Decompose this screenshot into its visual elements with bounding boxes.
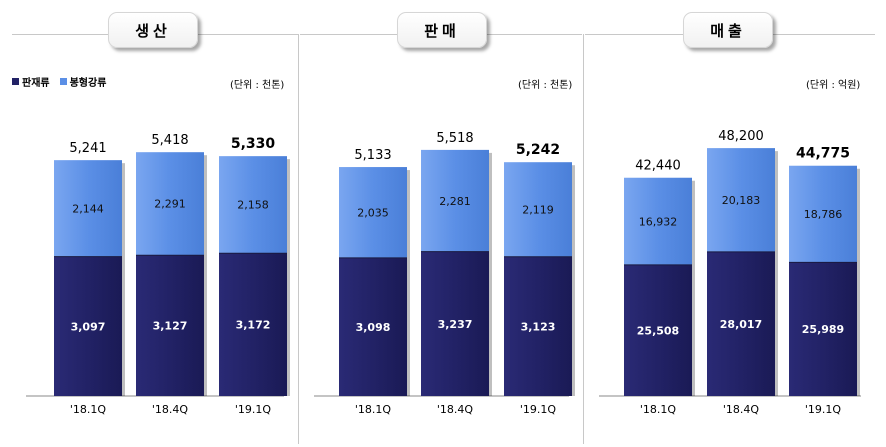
category-tick-label: '18.1Q [70,403,107,416]
data-label-plate: 25,989 [802,323,844,336]
data-label-plate: 3,097 [71,320,106,333]
panel-title-revenue: 매출 [683,12,773,48]
legend-label-bar-section: 봉형강류 [69,78,107,89]
legend-swatch-bar-section [59,78,67,85]
legend: 판재류 봉형강류 [12,74,116,89]
data-label-bar-section: 18,786 [804,208,843,221]
category-tick-label: '18.1Q [355,403,392,416]
bar-segment-plate [504,256,572,396]
panel-divider-2 [583,34,584,444]
panel-divider-1 [298,34,299,444]
bar-segment-bar-section [219,156,287,254]
bar-segment-bar-section [504,162,572,257]
legend-item-plate: 판재류 [12,74,50,89]
category-tick-label: '18.4Q [152,403,189,416]
bar-segment-plate [219,253,287,396]
data-label-plate: 3,098 [356,321,391,334]
data-label-bar-section: 16,932 [639,215,678,228]
data-label-plate: 3,172 [236,319,271,332]
data-label-bar-section: 20,183 [722,194,761,207]
bar-segment-plate [707,251,775,396]
data-label-bar-section: 2,144 [72,202,104,215]
bar-segment-bar-section [421,149,489,252]
bar-segment-plate [624,264,692,396]
category-tick-label: '18.4Q [437,403,474,416]
total-label: 5,518 [436,131,473,146]
data-label-bar-section: 2,119 [522,203,554,216]
data-label-bar-section: 2,035 [357,206,389,219]
data-label-plate: 3,127 [153,320,188,333]
data-label-plate: 3,237 [438,318,473,331]
total-label: 5,241 [69,141,106,156]
total-label: 5,242 [516,142,560,158]
data-label-bar-section: 2,291 [154,198,186,211]
unit-label-production: (단위 : 천톤) [230,80,285,91]
category-tick-label: '19.1Q [805,403,842,416]
bar-segment-bar-section [624,177,692,265]
legend-item-bar-section: 봉형강류 [59,74,107,89]
total-label: 44,775 [796,146,850,162]
legend-swatch-plate [12,78,19,85]
category-tick-label: '19.1Q [235,403,272,416]
bar-segment-plate [136,255,204,396]
total-label: 5,133 [354,148,391,163]
bar-segment-plate [789,262,857,396]
bar-segment-bar-section [789,165,857,263]
bar-segment-plate [339,257,407,396]
data-label-plate: 25,508 [637,324,679,337]
total-label: 48,200 [718,129,764,144]
data-label-bar-section: 2,281 [439,195,471,208]
total-label: 42,440 [635,159,681,174]
unit-label-revenue: (단위 : 억원) [806,80,861,91]
bar-segment-plate [54,256,122,396]
bar-segment-bar-section [54,160,122,257]
total-label: 5,418 [151,133,188,148]
unit-label-sales: (단위 : 천톤) [518,80,573,91]
total-label: 5,330 [231,136,276,152]
bar-segment-bar-section [707,148,775,252]
legend-label-plate: 판재류 [22,78,50,89]
panel-title-production: 생산 [108,12,198,48]
bar-segment-bar-section [339,167,407,258]
bar-segment-bar-section [136,152,204,256]
category-tick-label: '19.1Q [520,403,557,416]
data-label-plate: 28,017 [720,318,762,331]
bar-segment-plate [421,251,489,396]
category-tick-label: '18.1Q [640,403,677,416]
data-label-bar-section: 2,158 [237,199,269,212]
panel-title-sales: 판매 [397,12,487,48]
data-label-plate: 3,123 [521,320,556,333]
category-tick-label: '18.4Q [723,403,760,416]
